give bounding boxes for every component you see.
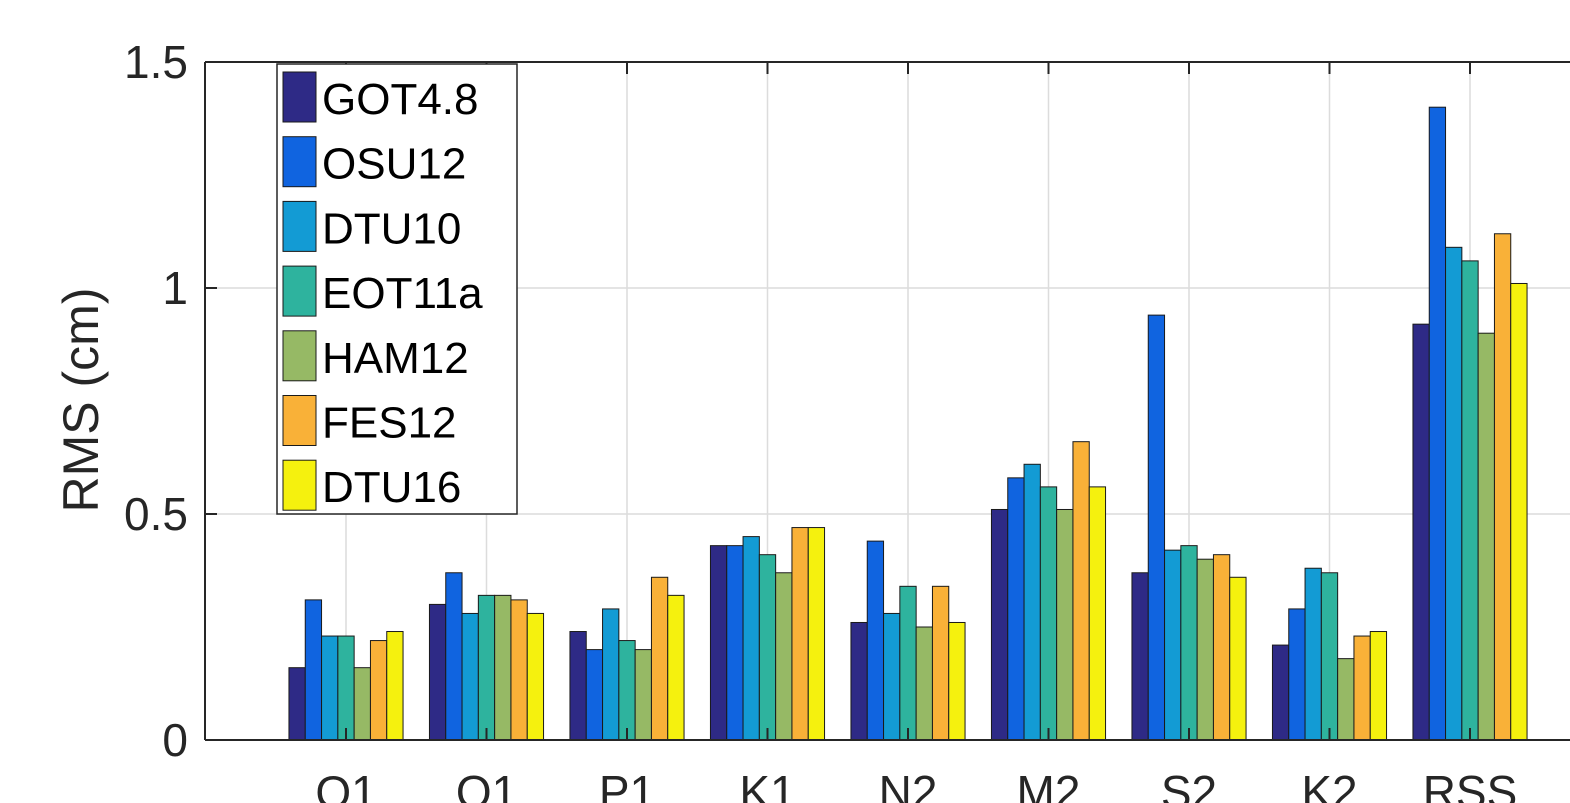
bar-DTU10-P1 [602, 608, 620, 741]
x-tick-label: N2 [879, 766, 938, 803]
bar-GOT4.8-K2 [1271, 644, 1290, 741]
legend: GOT4.8 OSU12 DTU10 EOT11a HAM12 FES12 DTU16 [276, 63, 518, 515]
legend-box [276, 63, 518, 515]
bar-FES12-RSS [1493, 233, 1512, 741]
bar-EOT11a-S2 [1180, 545, 1198, 741]
legend-swatch-DTU16 [282, 459, 317, 511]
bar-DTU16-RSS [1510, 282, 1528, 741]
bar-FES12-O1 [510, 599, 528, 741]
axes [204, 61, 1570, 741]
bar-HAM12-N2 [915, 626, 933, 741]
bar-GOT4.8-RSS [1412, 323, 1430, 741]
bar-DTU10-K2 [1304, 567, 1322, 741]
bar-EOT11a-K1 [758, 554, 777, 741]
bar-DTU16-M2 [1088, 486, 1107, 741]
y-tick-label: 1 [162, 262, 188, 314]
bar-HAM12-K2 [1337, 658, 1355, 741]
bar-HAM12-Q1 [353, 667, 371, 741]
bar-DTU16-Q1 [386, 631, 404, 741]
bar-GOT4.8-Q1 [288, 667, 306, 741]
x-tick-label: K1 [739, 766, 795, 803]
bar-OSU12-N2 [866, 540, 885, 741]
bar-HAM12-K1 [775, 572, 793, 741]
bar-GOT4.8-K1 [709, 545, 728, 741]
x-tick-label: P1 [599, 766, 655, 803]
bar-DTU10-K1 [742, 536, 760, 741]
bar-HAM12-M2 [1056, 508, 1074, 741]
bar-HAM12-P1 [634, 649, 652, 741]
bar-GOT4.8-S2 [1131, 572, 1149, 741]
bar-FES12-S2 [1212, 554, 1231, 741]
legend-swatch-HAM12 [282, 330, 317, 382]
bar-DTU16-O1 [526, 612, 545, 741]
bar-DTU10-RSS [1445, 246, 1463, 741]
y-tick-label: 0.5 [124, 488, 188, 540]
bars [288, 106, 1528, 741]
bar-DTU16-K2 [1369, 631, 1388, 741]
y-axis-label: RMS (cm) [53, 288, 109, 513]
bar-OSU12-P1 [585, 649, 604, 741]
legend-swatch-OSU12 [282, 136, 317, 188]
x-tick-label: S2 [1161, 766, 1217, 803]
bar-FES12-M2 [1072, 441, 1090, 741]
bar-FES12-Q1 [369, 640, 388, 741]
bar-OSU12-M2 [1007, 477, 1025, 741]
x-tick-label: O1 [456, 766, 517, 803]
legend-label-GOT4.8: GOT4.8 [322, 75, 479, 124]
legend-swatch-EOT11a [282, 265, 317, 317]
bar-DTU16-N2 [948, 621, 966, 741]
legend-swatch-GOT4.8 [282, 71, 317, 123]
legend-label-EOT11a: EOT11a [322, 269, 483, 318]
bar-EOT11a-N2 [899, 585, 917, 741]
x-tick-label: M2 [1017, 766, 1081, 803]
legend-swatch-FES12 [282, 395, 317, 446]
bar-FES12-K2 [1353, 635, 1371, 741]
bar-DTU10-S2 [1164, 549, 1182, 741]
legend-label-FES12: FES12 [322, 399, 457, 448]
bar-HAM12-RSS [1477, 332, 1495, 741]
bar-OSU12-RSS [1428, 106, 1447, 741]
bar-FES12-N2 [931, 585, 950, 741]
legend-swatch-DTU10 [282, 200, 317, 252]
bar-OSU12-K1 [726, 545, 744, 741]
bar-DTU16-P1 [667, 594, 685, 741]
x-tick-label: RSS [1423, 766, 1518, 803]
bar-HAM12-S2 [1196, 558, 1214, 741]
bar-DTU16-K1 [807, 527, 826, 741]
x-tick-label: Q1 [315, 766, 376, 803]
bar-EOT11a-O1 [477, 594, 496, 741]
tick-labels: 0 0.5 1 1.5 Q1 O1 P1 K1 N2 M2 S2 K2 RSS [124, 36, 1517, 803]
bar-EOT11a-Q1 [337, 635, 355, 741]
bar-EOT11a-K2 [1320, 572, 1339, 741]
legend-label-DTU16: DTU16 [322, 463, 461, 512]
bar-HAM12-O1 [494, 594, 512, 741]
bar-DTU10-O1 [461, 612, 479, 741]
bar-EOT11a-P1 [618, 640, 636, 741]
bar-EOT11a-RSS [1461, 260, 1479, 741]
legend-label-OSU12: OSU12 [322, 140, 466, 189]
bar-OSU12-Q1 [304, 599, 323, 741]
bar-OSU12-O1 [445, 572, 463, 741]
bar-EOT11a-M2 [1039, 486, 1058, 741]
x-tick-label: K2 [1301, 766, 1357, 803]
bar-OSU12-S2 [1147, 314, 1166, 741]
bar-DTU16-S2 [1229, 576, 1247, 741]
y-tick-label: 1.5 [124, 36, 188, 88]
bar-DTU10-M2 [1023, 463, 1041, 741]
y-tick-label: 0 [162, 714, 188, 766]
bar-FES12-P1 [650, 576, 669, 741]
bar-GOT4.8-N2 [850, 621, 868, 741]
legend-label-DTU10: DTU10 [322, 204, 461, 253]
bar-GOT4.8-O1 [428, 603, 447, 741]
bar-DTU10-N2 [883, 612, 901, 741]
bar-GOT4.8-P1 [569, 631, 587, 741]
bar-OSU12-K2 [1288, 608, 1306, 741]
legend-label-HAM12: HAM12 [322, 334, 469, 383]
bar-DTU10-Q1 [321, 635, 339, 741]
bar-FES12-K1 [791, 527, 809, 741]
bar-GOT4.8-M2 [990, 508, 1009, 741]
